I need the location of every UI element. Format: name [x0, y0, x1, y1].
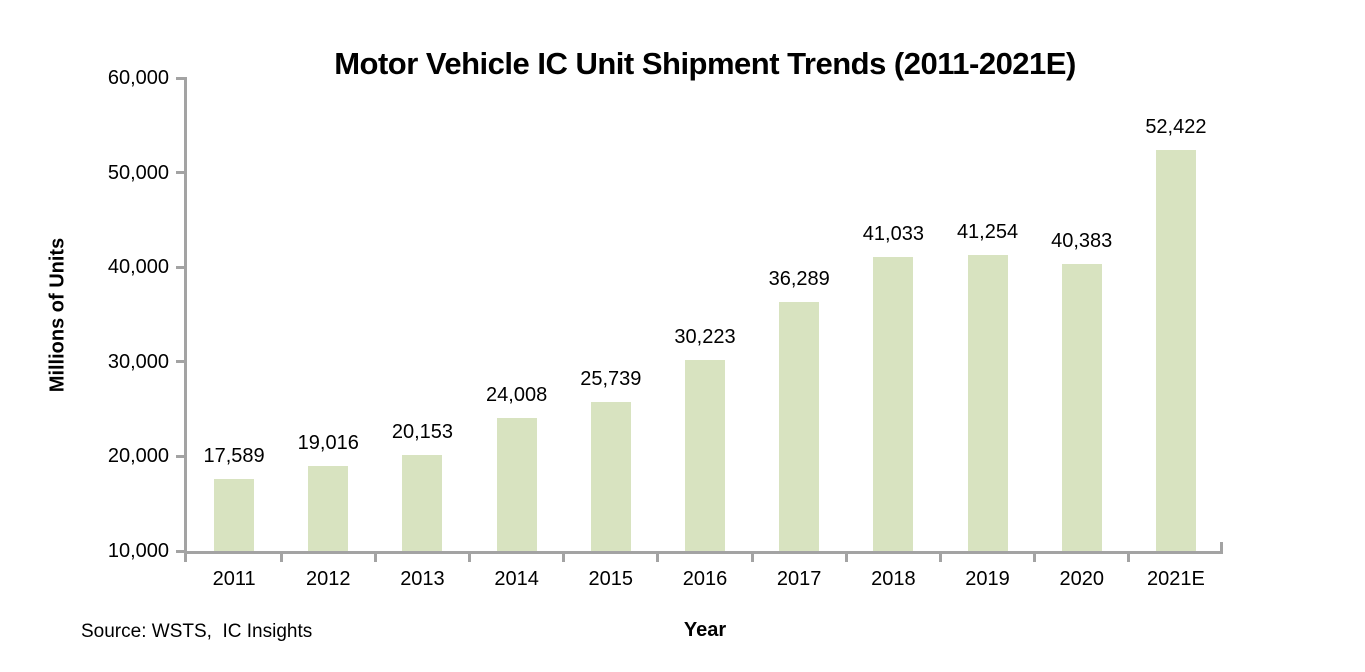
y-tick-label: 10,000 [107, 540, 169, 562]
x-axis-tick [844, 551, 848, 562]
x-axis-tick [562, 551, 566, 562]
bar-2011 [214, 479, 255, 551]
bar-2014 [496, 418, 537, 551]
bar-2015 [590, 402, 631, 551]
bar-2019 [967, 255, 1008, 551]
x-tick-label: 2018 [871, 568, 916, 590]
y-axis-tick [176, 265, 187, 269]
bar-value-label: 41,254 [956, 221, 1019, 244]
bar-2016 [685, 359, 725, 551]
y-axis-tick [176, 360, 187, 364]
chart-title: Motor Vehicle IC Unit Shipment Trends (2… [334, 46, 1076, 81]
x-axis-title: Year [683, 619, 727, 641]
bar-2018 [873, 257, 914, 551]
bar-value-label: 36,289 [768, 268, 830, 291]
x-tick-label: 2012 [306, 568, 351, 590]
y-axis-tick [176, 549, 187, 553]
x-axis-tick [938, 551, 942, 562]
x-axis-tick [656, 551, 660, 562]
bar-2021E [1155, 149, 1196, 551]
x-tick-label: 2017 [776, 568, 822, 590]
y-axis-tick [176, 454, 187, 458]
y-tick-label: 50,000 [107, 161, 169, 184]
x-tick-label: 2014 [494, 568, 539, 590]
bar-value-label: 40,383 [1051, 229, 1113, 252]
y-axis-tick [176, 171, 187, 175]
y-axis-line [184, 78, 187, 562]
x-tick-label: 2016 [682, 568, 728, 590]
bar-value-label: 30,223 [674, 325, 736, 348]
x-axis-tick [750, 551, 754, 562]
x-tick-label: 2011 [212, 568, 256, 590]
x-axis-line [184, 551, 1223, 554]
y-tick-label: 40,000 [107, 256, 169, 279]
y-tick-label: 20,000 [107, 445, 169, 468]
bar-2017 [779, 302, 820, 551]
bar-2012 [308, 465, 349, 551]
x-axis-tick [279, 551, 283, 562]
x-tick-label: 2020 [1059, 568, 1104, 590]
y-axis-tick [176, 76, 187, 80]
x-axis-tick [1033, 551, 1037, 562]
y-axis-title: Millions of Units [46, 237, 69, 393]
source-note: Source: WSTS, IC Insights [81, 621, 313, 642]
x-tick-label: 2015 [588, 568, 634, 590]
y-tick-label: 60,000 [107, 67, 169, 89]
x-axis-tick [1127, 551, 1131, 562]
bar-value-label: 17,589 [203, 445, 265, 468]
bar-value-label: 41,033 [862, 223, 924, 246]
x-axis-tick [373, 551, 377, 562]
bar-value-label: 52,422 [1145, 115, 1207, 138]
x-tick-label: 2021E [1146, 568, 1205, 590]
bar-value-label: 19,016 [297, 431, 359, 454]
x-tick-label: 2013 [400, 568, 445, 590]
plot-area: 10,000 20,000 30,000 40,000 50,000 60,000 17,5… [108, 67, 1223, 590]
bar-2013 [402, 454, 443, 551]
x-axis-end-cap [1220, 542, 1223, 554]
x-axis-tick [468, 551, 472, 562]
x-tick-label: 2019 [965, 568, 1010, 590]
y-tick-label: 30,000 [107, 350, 169, 373]
bar-value-label: 20,153 [391, 420, 454, 443]
bar-value-label: 25,739 [580, 368, 642, 391]
bar-2020 [1061, 263, 1102, 551]
bar-value-label: 24,008 [486, 384, 548, 407]
